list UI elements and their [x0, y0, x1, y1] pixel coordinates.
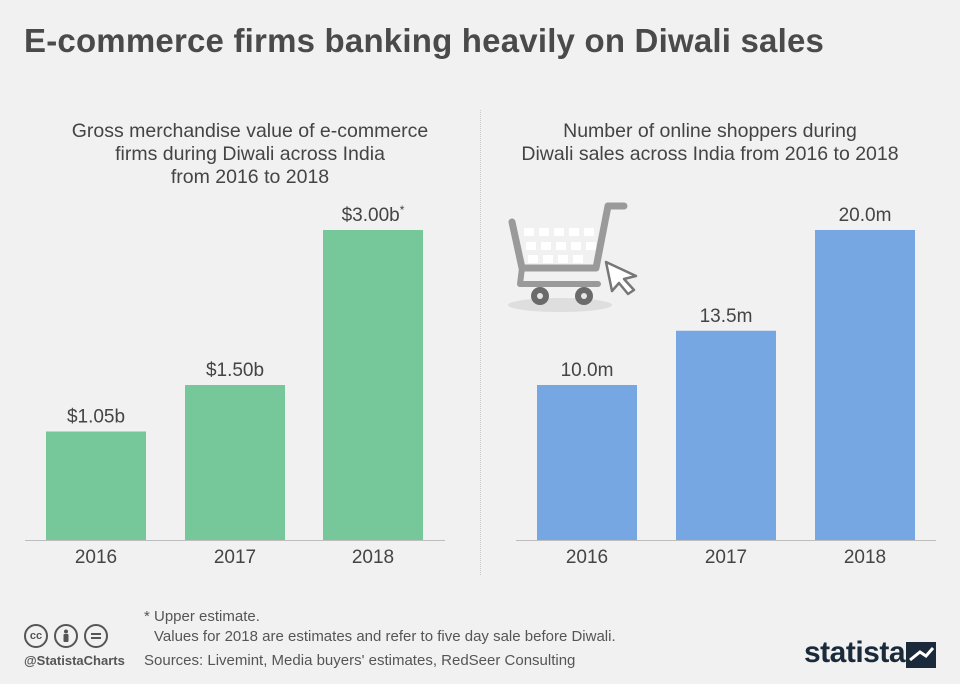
chart-title-gmv: Gross merchandise value of e-commerce fi… — [40, 120, 460, 189]
x-tick-label: 2018 — [352, 547, 394, 568]
x-tick-label: 2017 — [705, 547, 747, 568]
chart-divider — [480, 110, 481, 575]
annotation-marker: * — [400, 203, 405, 217]
chart-title-shoppers: Number of online shoppers during Diwali … — [495, 120, 925, 166]
bar — [537, 385, 637, 540]
data-label: $1.50b — [206, 360, 264, 381]
data-label: 10.0m — [561, 360, 614, 381]
data-label: $3.00b* — [342, 203, 405, 226]
footnote: * Upper estimate. Values for 2018 are es… — [144, 607, 616, 647]
x-tick-label: 2018 — [844, 547, 886, 568]
cc-icon[interactable]: cc — [24, 624, 48, 648]
cursor-icon — [604, 260, 638, 296]
cart-icon — [508, 202, 628, 312]
license-icons: cc — [24, 624, 108, 648]
by-icon[interactable] — [54, 624, 78, 648]
statista-handle[interactable]: @StatistaCharts — [24, 653, 125, 668]
footnote-estimates-note: Values for 2018 are estimates and refer … — [154, 628, 616, 645]
bar — [185, 385, 285, 540]
bar — [815, 230, 915, 540]
sources: Sources: Livemint, Media buyers' estimat… — [144, 652, 576, 669]
statista-logo-mark-icon — [906, 642, 936, 668]
page-title: E-commerce firms banking heavily on Diwa… — [24, 22, 825, 59]
footnote-upper-estimate: * Upper estimate. — [144, 608, 260, 625]
nd-icon[interactable] — [84, 624, 108, 648]
chart-title-line: from 2016 to 2018 — [170, 166, 330, 188]
chart-title-line: firms during Diwali across India — [115, 143, 385, 165]
chart-title-line: Number of online shoppers during — [563, 120, 857, 142]
data-label: $1.05b — [67, 407, 125, 428]
x-tick-label: 2017 — [214, 547, 256, 568]
chart-title-line: Gross merchandise value of e-commerce — [71, 120, 429, 142]
x-tick-label: 2016 — [566, 547, 608, 568]
chart-title-line: Diwali sales across India from 2016 to 2… — [521, 143, 899, 165]
bar — [46, 431, 146, 540]
x-tick-label: 2016 — [75, 547, 117, 568]
data-label: 13.5m — [700, 306, 753, 327]
bar — [323, 230, 423, 540]
bar — [676, 330, 776, 540]
data-label: 20.0m — [839, 205, 892, 226]
statista-logo[interactable]: statista — [804, 636, 906, 669]
